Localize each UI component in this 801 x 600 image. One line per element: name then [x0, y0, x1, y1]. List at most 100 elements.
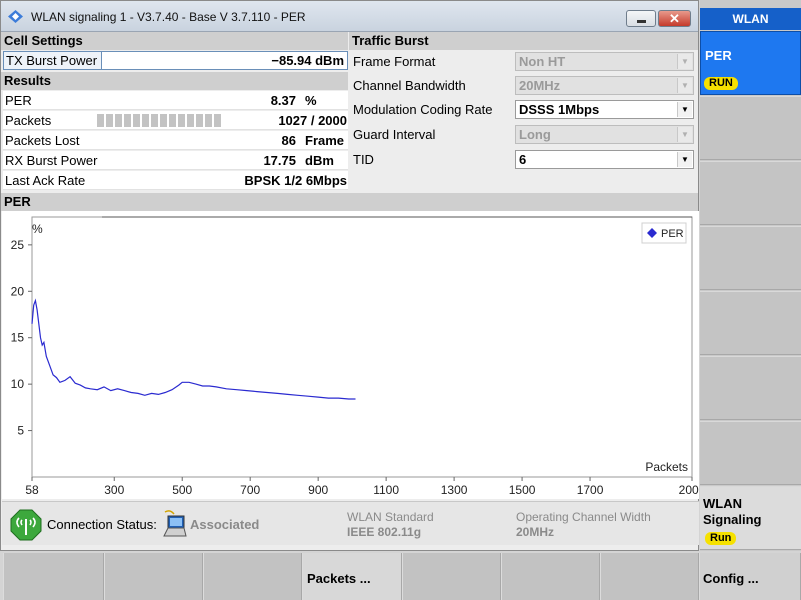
- per-unit: %: [305, 93, 317, 108]
- wlan-signaling-label-line2: Signaling: [703, 512, 762, 527]
- bottom-softkey-6[interactable]: [501, 553, 600, 600]
- wlan-header: WLAN: [700, 8, 801, 30]
- bottom-softkey-1[interactable]: [3, 553, 104, 600]
- bottom-softkey-7[interactable]: [600, 553, 699, 600]
- per-chart: 5 10 15 20 25 58 300 500 700 900 1100 1300 1500 1700 2…: [2, 211, 699, 499]
- modulation-coding-rate-select[interactable]: DSSS 1Mbps ▼: [515, 100, 694, 119]
- x-tick-label: 900: [308, 483, 328, 497]
- per-run-badge: RUN: [704, 77, 738, 90]
- results-heading: Results: [1, 72, 348, 90]
- last-ack-rate-label: Last Ack Rate: [5, 173, 86, 188]
- legend-diamond-icon: [647, 228, 657, 238]
- associated-device-icon: [163, 510, 187, 537]
- x-tick-label: 1500: [509, 483, 536, 497]
- per-value: 8.37: [270, 93, 296, 108]
- chevron-down-icon: ▼: [677, 127, 692, 142]
- per-row: PER 8.37 %: [3, 91, 348, 110]
- chevron-down-icon[interactable]: ▼: [677, 152, 692, 167]
- wlan-signaling-softkey[interactable]: WLAN Signaling Run: [700, 486, 801, 550]
- guard-interval-value: Long: [519, 127, 551, 142]
- softkey-empty-1[interactable]: [700, 96, 801, 160]
- chevron-down-icon: ▼: [677, 54, 692, 69]
- progress-segment: [196, 114, 203, 127]
- rx-burst-power-row: RX Burst Power 17.75 dBm: [3, 151, 348, 170]
- y-axis-label: %: [32, 222, 43, 236]
- chevron-down-icon[interactable]: ▼: [677, 102, 692, 117]
- progress-segment: [115, 114, 122, 127]
- channel-width-label: Operating Channel Width: [516, 510, 651, 524]
- channel-bandwidth-value: 20MHz: [519, 78, 561, 93]
- x-tick-label: 1100: [373, 483, 399, 497]
- connection-status-value: Associated: [190, 517, 260, 532]
- tx-burst-power-row[interactable]: TX Burst Power −85.94 dBm: [3, 51, 348, 70]
- packets-lost-unit: Frame: [305, 133, 345, 148]
- progress-segment: [142, 114, 149, 127]
- rx-burst-power-value: 17.75: [263, 153, 296, 168]
- progress-segment: [160, 114, 167, 127]
- packets-softkey-label: Packets ...: [307, 571, 371, 586]
- window-title: WLAN signaling 1 - V3.7.40 - Base V 3.7.…: [31, 10, 306, 24]
- wlan-signaling-label-line1: WLAN: [703, 496, 742, 511]
- bottom-softkey-5[interactable]: [402, 553, 501, 600]
- packets-progress-bar: [97, 114, 223, 127]
- packets-softkey[interactable]: Packets ...: [302, 553, 402, 600]
- tid-label: TID: [353, 152, 374, 167]
- y-tick-label: 20: [11, 284, 25, 298]
- y-tick-label: 15: [11, 331, 25, 345]
- cell-settings-heading: Cell Settings: [1, 32, 348, 50]
- y-tick-label: 25: [11, 238, 25, 252]
- modulation-coding-rate-value: DSSS 1Mbps: [519, 102, 600, 117]
- last-ack-rate-value: BPSK 1/2 6Mbps: [244, 173, 347, 188]
- close-button[interactable]: ✕: [658, 10, 691, 27]
- minimize-button[interactable]: [626, 10, 656, 27]
- tx-burst-power-value: −85.94 dBm: [271, 53, 344, 68]
- tx-burst-power-label: TX Burst Power: [4, 52, 102, 69]
- bottom-softkey-2[interactable]: [104, 553, 203, 600]
- bottom-softkey-3[interactable]: [203, 553, 302, 600]
- x-tick-label: 300: [104, 483, 124, 497]
- wlan-signaling-run-badge: Run: [705, 532, 737, 545]
- guard-interval-select: Long ▼: [515, 125, 694, 144]
- softkey-empty-3[interactable]: [700, 226, 801, 290]
- config-softkey-label: Config ...: [703, 571, 759, 586]
- progress-segment: [133, 114, 140, 127]
- x-tick-label: 1700: [577, 483, 604, 497]
- wlan-standard-value: IEEE 802.11g: [347, 525, 422, 539]
- frame-format-label: Frame Format: [353, 54, 436, 69]
- x-tick-label: 700: [240, 483, 260, 497]
- per-softkey-label: PER: [705, 48, 732, 63]
- progress-segment: [205, 114, 212, 127]
- wlan-standard-label: WLAN Standard: [347, 510, 434, 524]
- modulation-coding-rate-label: Modulation Coding Rate: [353, 102, 493, 117]
- rx-burst-power-unit: dBm: [305, 153, 334, 168]
- packets-lost-label: Packets Lost: [5, 133, 80, 148]
- progress-segment: [97, 114, 104, 127]
- softkey-empty-5[interactable]: [700, 356, 801, 420]
- progress-segment: [187, 114, 194, 127]
- per-label: PER: [5, 93, 32, 108]
- config-softkey[interactable]: Config ...: [699, 553, 801, 600]
- channel-bandwidth-label: Channel Bandwidth: [353, 78, 466, 93]
- channel-width-value: 20MHz: [516, 525, 555, 539]
- status-bar: Connection Status: Associated WLAN Stand…: [2, 501, 699, 545]
- tid-select[interactable]: 6 ▼: [515, 150, 694, 169]
- softkey-empty-4[interactable]: [700, 291, 801, 355]
- minimize-icon: [637, 20, 646, 23]
- softkey-empty-6[interactable]: [700, 421, 801, 485]
- rx-burst-power-label: RX Burst Power: [5, 153, 98, 168]
- tid-value: 6: [519, 152, 527, 167]
- connection-antenna-icon: [10, 509, 42, 541]
- progress-segment: [214, 114, 221, 127]
- packets-value: 1027 / 2000: [278, 113, 347, 128]
- x-tick-label: 1300: [441, 483, 468, 497]
- softkey-empty-2[interactable]: [700, 161, 801, 225]
- channel-bandwidth-select: 20MHz ▼: [515, 76, 694, 95]
- per-softkey[interactable]: PER RUN: [700, 31, 801, 95]
- traffic-burst-heading: Traffic Burst: [349, 32, 698, 50]
- y-tick-label: 5: [17, 424, 24, 438]
- bottom-softkeys: Packets ... Config ...: [0, 551, 801, 600]
- progress-segment: [169, 114, 176, 127]
- connection-status-label: Connection Status:: [47, 517, 157, 532]
- packets-row: Packets 1027 / 2000: [3, 111, 348, 130]
- x-axis-label: Packets: [645, 460, 688, 474]
